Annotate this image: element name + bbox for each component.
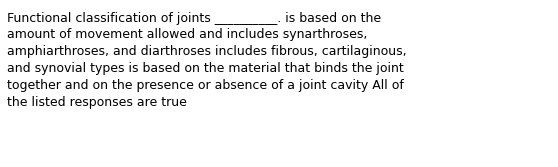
Text: Functional classification of joints __________. is based on the
amount of moveme: Functional classification of joints ____… — [7, 12, 407, 109]
